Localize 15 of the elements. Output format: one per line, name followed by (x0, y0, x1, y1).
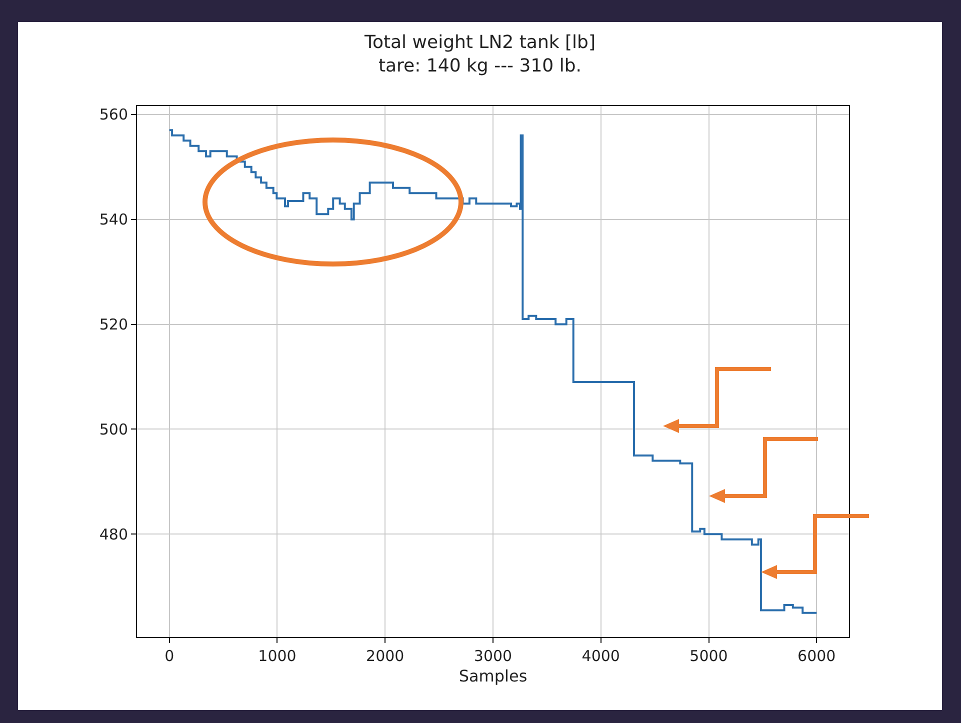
x-tick-label: 2000 (366, 647, 404, 665)
x-tick-label: 5000 (690, 647, 728, 665)
x-tick-label: 1000 (258, 647, 296, 665)
x-axis-title: Samples (458, 666, 528, 686)
x-tick-label: 6000 (798, 647, 836, 665)
x-tick-label: 0 (164, 647, 174, 665)
x-tick-label: 4000 (582, 647, 620, 665)
y-tick-label: 520 (99, 316, 128, 334)
y-tick-label: 500 (99, 420, 128, 438)
chart-subtitle: tare: 140 kg --- 310 lb. (378, 56, 582, 77)
y-tick-label: 540 (99, 210, 128, 229)
y-tick-label: 480 (99, 525, 128, 544)
x-tick-label: 3000 (474, 647, 512, 665)
y-tick-label: 560 (99, 106, 128, 124)
chart-title: Total weight LN2 tank [lb] (364, 32, 596, 54)
